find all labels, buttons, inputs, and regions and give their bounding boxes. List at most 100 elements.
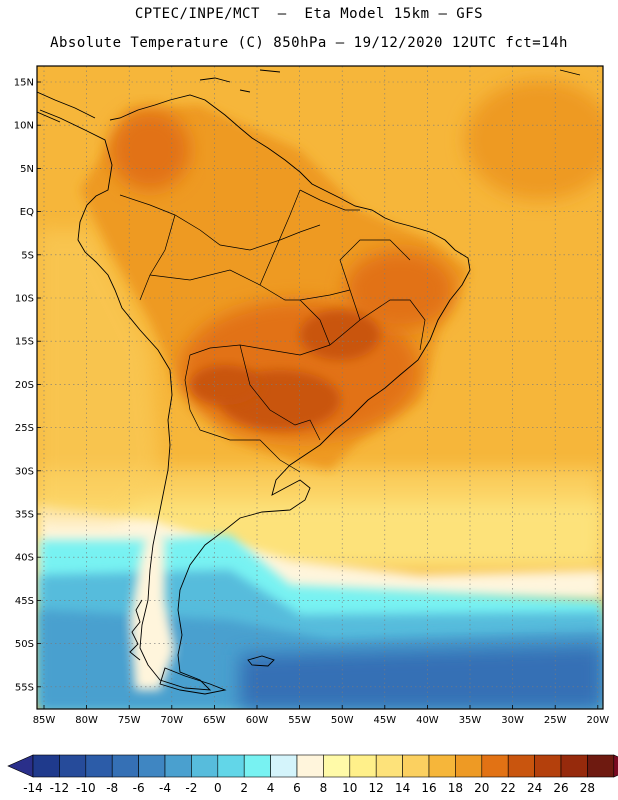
field-andes-cool — [130, 520, 175, 690]
colorbar-tick-label: 12 — [369, 781, 384, 795]
colorbar-tick-label: -12 — [50, 781, 70, 795]
lat-tick-label: 15N — [14, 78, 34, 89]
lat-tick-label: 5S — [21, 250, 34, 261]
colorbar-swatch — [164, 754, 192, 778]
colorbar-swatch — [296, 754, 324, 778]
colorbar-swatch — [560, 754, 588, 778]
colorbar-swatch — [32, 754, 60, 778]
lat-tick-label: 55S — [15, 682, 34, 693]
chart-title-line2: Absolute Temperature (C) 850hPa – 19/12/… — [50, 35, 568, 51]
colorbar-swatch — [402, 754, 430, 778]
lat-tick-label: 25S — [15, 423, 34, 434]
field-core-nw-22c — [110, 110, 190, 190]
colorbar — [7, 754, 618, 778]
lon-tick-label: 80W — [75, 715, 98, 726]
country-borders — [119, 189, 426, 473]
colorbar-tick-label: 2 — [240, 781, 248, 795]
colorbar-swatch — [534, 754, 562, 778]
lat-tick-label: 45S — [15, 596, 34, 607]
colorbar-tick-label: -10 — [76, 781, 96, 795]
colorbar-tick-label: -2 — [185, 781, 197, 795]
colorbar-tick-label: 26 — [553, 781, 568, 795]
latitude-labels: 15N 10N 5N EQ 5S 10S 15S 20S 25S 30S 35S 40S 45S 50S 5… — [14, 78, 41, 693]
colorbar-swatch — [375, 754, 403, 778]
colorbar-swatch — [191, 754, 219, 778]
field-atlantic-warm — [465, 80, 603, 200]
field-core-c-24c — [300, 310, 380, 360]
lon-tick-label: 35W — [459, 715, 482, 726]
map-frame — [36, 65, 604, 710]
colorbar-tick-label: 8 — [320, 781, 328, 795]
colorbar-tick-label: -6 — [133, 781, 145, 795]
colorbar-swatch — [455, 754, 483, 778]
lon-tick-label: 50W — [331, 715, 354, 726]
lon-tick-label: 55W — [288, 715, 311, 726]
colorbar-tick-label: 20 — [474, 781, 489, 795]
caribbean-islands — [199, 69, 581, 93]
temperature-field — [37, 66, 603, 709]
lat-tick-label: 30S — [15, 466, 34, 477]
field-band-m8c — [240, 645, 603, 709]
colorbar-tick-label: 4 — [267, 781, 275, 795]
lat-tick-label: 50S — [15, 639, 34, 650]
lon-tick-label: 65W — [203, 715, 226, 726]
colorbar-tick-label: -14 — [23, 781, 43, 795]
lat-tick-label: 35S — [15, 510, 34, 521]
lon-tick-label: 25W — [544, 715, 567, 726]
colorbar-swatch — [349, 754, 377, 778]
colorbar-overflow — [613, 754, 618, 778]
falkland-islands — [247, 655, 275, 667]
colorbar-swatch — [507, 754, 535, 778]
lon-tick-label: 60W — [246, 715, 269, 726]
colorbar-swatch — [59, 754, 87, 778]
colorbar-swatch — [428, 754, 456, 778]
colorbar-tick-label: 16 — [421, 781, 436, 795]
colorbar-swatch — [138, 754, 166, 778]
lat-tick-label: 10N — [14, 121, 34, 132]
field-pacific-warm — [37, 230, 160, 520]
lat-tick-label: 40S — [15, 553, 34, 564]
lat-tick-label: 10S — [15, 294, 34, 305]
lon-tick-label: 75W — [118, 715, 141, 726]
colorbar-tick-label: 10 — [342, 781, 357, 795]
lon-tick-label: 45W — [373, 715, 396, 726]
colorbar-swatch — [587, 754, 615, 778]
colorbar-tick-label: 28 — [580, 781, 595, 795]
colorbar-swatch — [481, 754, 509, 778]
colorbar-tick-label: 22 — [501, 781, 516, 795]
chart-title-line1: CPTEC/INPE/MCT – Eta Model 15km – GFS — [134, 6, 484, 22]
lat-tick-label: EQ — [20, 207, 34, 218]
field-core-w-24c — [190, 365, 260, 405]
colorbar-swatch — [323, 754, 351, 778]
colorbar-swatch — [85, 754, 113, 778]
patagonia-archipelago — [129, 599, 143, 661]
colorbar-underflow — [7, 754, 34, 778]
lat-tick-label: 15S — [15, 337, 34, 348]
colorbar-tick-labels: -14 -12 -10 -8 -6 -4 -2 0 2 4 6 8 10 12 14 16 18 20 22 24 26… — [23, 781, 595, 795]
longitude-labels: 85W 80W 75W 70W 65W 60W 55W 50W 45W 40W 35W 30W 25W 2… — [33, 705, 609, 726]
lat-tick-label: 5N — [20, 164, 34, 175]
colorbar-tick-label: -8 — [106, 781, 118, 795]
colorbar-tick-label: 24 — [527, 781, 542, 795]
colorbar-swatch — [217, 754, 245, 778]
lon-tick-label: 40W — [416, 715, 439, 726]
lon-tick-label: 70W — [160, 715, 183, 726]
lon-tick-label: 85W — [33, 715, 56, 726]
coastlines — [37, 69, 581, 695]
colorbar-swatch — [243, 754, 271, 778]
tierra-del-fuego — [159, 667, 227, 695]
central-america-coast — [37, 91, 96, 123]
lat-tick-label: 20S — [15, 380, 34, 391]
colorbar-swatch — [111, 754, 139, 778]
colorbar-tick-label: -4 — [159, 781, 171, 795]
colorbar-tick-label: 14 — [395, 781, 410, 795]
colorbar-tick-label: 0 — [214, 781, 222, 795]
lon-tick-label: 30W — [501, 715, 524, 726]
colorbar-swatch — [270, 754, 298, 778]
graticule — [37, 66, 603, 709]
colorbar-tick-label: 18 — [448, 781, 463, 795]
lon-tick-label: 20W — [586, 715, 609, 726]
south-america-coastline — [39, 94, 471, 691]
colorbar-tick-label: 6 — [293, 781, 301, 795]
